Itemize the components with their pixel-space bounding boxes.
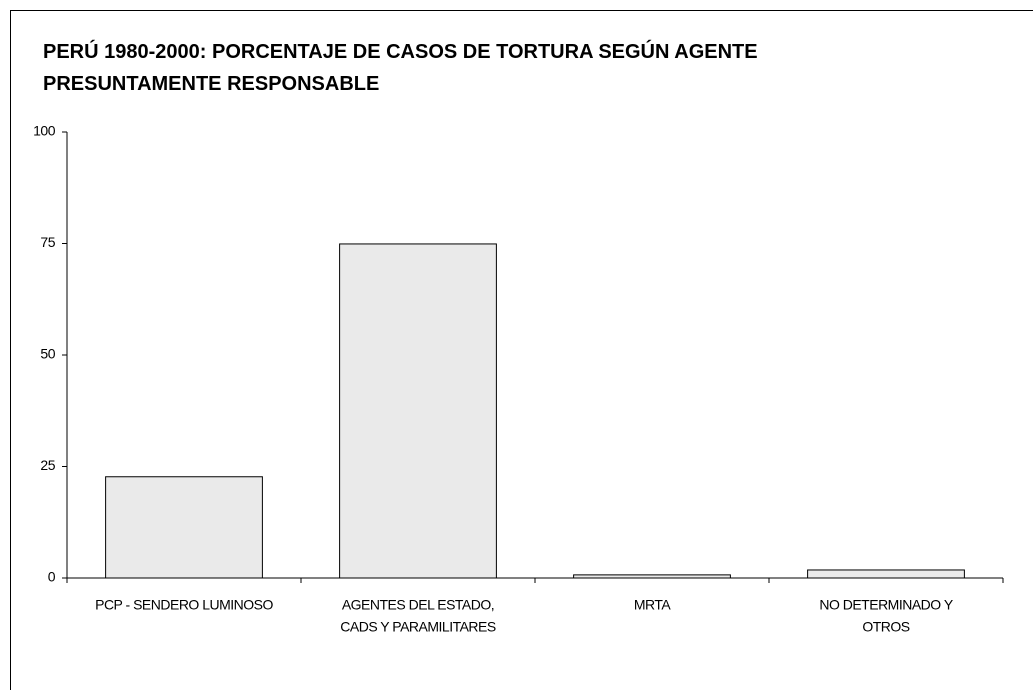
y-tick-label: 0 (48, 569, 56, 585)
x-tick-label: NO DETERMINADO Y (819, 597, 953, 613)
bar (339, 243, 497, 579)
y-tick-label: 75 (40, 234, 55, 250)
x-tick-label: MRTA (634, 597, 672, 613)
bar (105, 476, 263, 579)
chart-frame (10, 10, 1033, 690)
bar (807, 569, 965, 579)
x-tick-label: CADS Y PARAMILITARES (340, 619, 496, 635)
x-tick-label: OTROS (862, 619, 909, 635)
x-tick-label: PCP - SENDERO LUMINOSO (95, 597, 273, 613)
bar (573, 574, 731, 579)
x-tick-label: AGENTES DEL ESTADO, (342, 597, 494, 613)
y-tick-label: 100 (33, 123, 56, 139)
y-tick-label: 50 (40, 346, 55, 362)
chart-title: PERÚ 1980-2000: PORCENTAJE DE CASOS DE T… (43, 41, 758, 95)
y-tick-label: 25 (40, 457, 55, 473)
